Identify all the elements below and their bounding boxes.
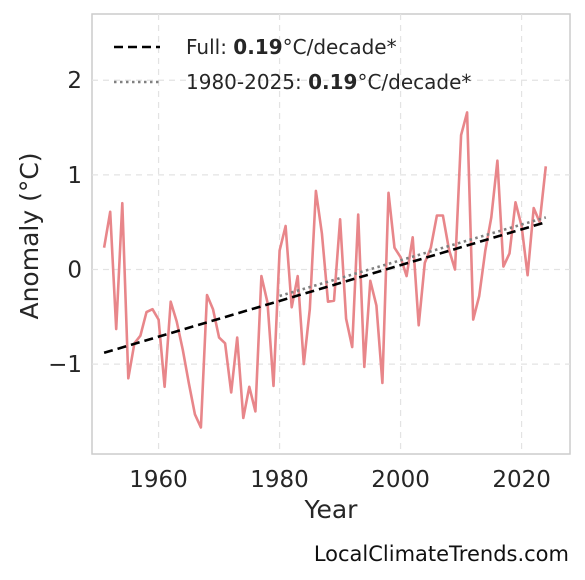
y-tick-label: −1	[48, 352, 82, 378]
legend-label-full: Full: 0.19°C/decade*	[186, 35, 397, 59]
y-tick-label: 1	[67, 163, 82, 189]
y-axis-title: Anomaly (°C)	[15, 152, 44, 319]
legend-label-1980: 1980-2025: 0.19°C/decade*	[186, 70, 471, 94]
legend: Full: 0.19°C/decade* 1980-2025: 0.19°C/d…	[114, 35, 471, 94]
x-axis-title: Year	[304, 495, 359, 524]
x-tick-label: 1980	[250, 467, 309, 493]
y-tick-label: 0	[67, 257, 82, 283]
source-label: LocalClimateTrends.com	[314, 542, 569, 566]
series-line-dotted	[279, 216, 547, 298]
x-tick-label: 2000	[371, 467, 430, 493]
x-tick-label: 1960	[129, 467, 188, 493]
y-axis-ticks: −1 0 1 2	[48, 68, 82, 378]
y-tick-label: 2	[67, 68, 82, 94]
series-line-solid	[102, 111, 548, 429]
series-group	[102, 111, 548, 429]
plot-area	[91, 13, 571, 455]
x-tick-label: 2020	[492, 467, 551, 493]
x-axis-ticks: 1960 1980 2000 2020	[129, 467, 551, 493]
series-line-dashed	[103, 220, 547, 355]
